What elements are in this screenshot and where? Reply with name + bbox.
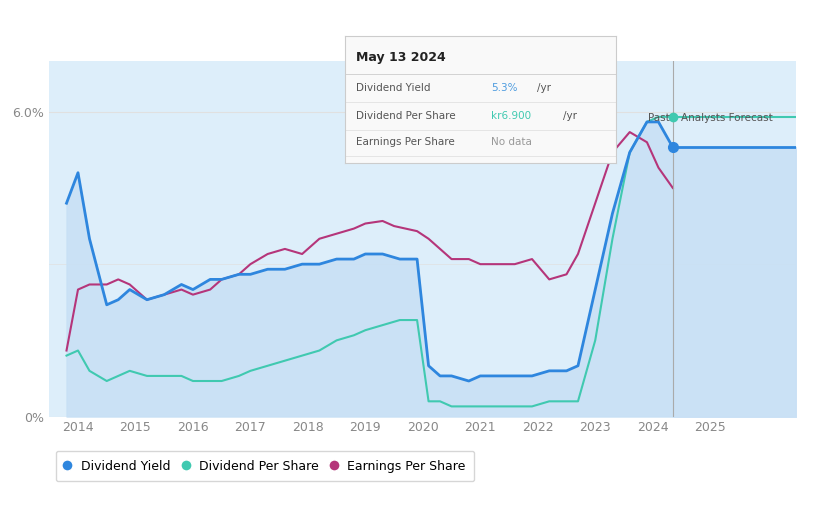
Bar (49, 61, 673, 417)
Text: /yr: /yr (562, 111, 576, 120)
Text: /yr: /yr (537, 83, 551, 92)
Text: 5.3%: 5.3% (491, 83, 517, 92)
Text: Past: Past (649, 113, 670, 123)
Text: Analysts Forecast: Analysts Forecast (681, 113, 773, 123)
Text: kr6.900: kr6.900 (491, 111, 531, 120)
Text: Dividend Yield: Dividend Yield (355, 83, 430, 92)
Text: Earnings Per Share: Earnings Per Share (355, 137, 454, 147)
Text: May 13 2024: May 13 2024 (355, 51, 446, 64)
Text: No data: No data (491, 137, 532, 147)
Text: Dividend Per Share: Dividend Per Share (355, 111, 456, 120)
Legend: Dividend Yield, Dividend Per Share, Earnings Per Share: Dividend Yield, Dividend Per Share, Earn… (56, 451, 475, 482)
Bar (673, 61, 796, 417)
